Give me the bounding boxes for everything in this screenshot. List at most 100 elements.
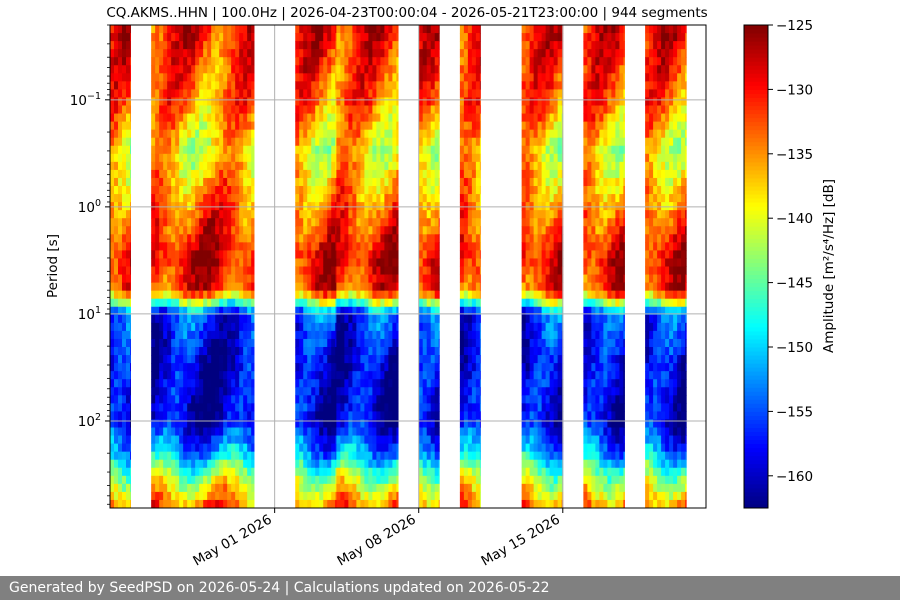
- heatmap-cell: [392, 153, 397, 163]
- heatmap-cell: [175, 435, 180, 444]
- heatmap-cell: [319, 194, 324, 203]
- heatmap-cell: [151, 129, 156, 139]
- heatmap-cell: [315, 81, 320, 90]
- heatmap-cell: [549, 355, 555, 364]
- heatmap-cell: [114, 81, 119, 90]
- heatmap-cell: [159, 403, 164, 412]
- heatmap-cell: [151, 419, 156, 428]
- heatmap-cell: [529, 202, 535, 211]
- heatmap-cell: [521, 282, 527, 292]
- heatmap-cell: [471, 49, 477, 58]
- heatmap-cell: [557, 427, 563, 436]
- heatmap-cell: [348, 403, 353, 412]
- heatmap-cell: [231, 89, 236, 98]
- heatmap-cell: [175, 379, 180, 388]
- heatmap-cell: [122, 129, 127, 139]
- heatmap-cell: [191, 467, 196, 477]
- heatmap-cell: [223, 314, 228, 324]
- heatmap-cell: [167, 105, 172, 114]
- heatmap-cell: [368, 491, 373, 501]
- heatmap-cell: [219, 403, 224, 412]
- heatmap-cell: [239, 194, 244, 203]
- heatmap-cell: [340, 25, 345, 34]
- heatmap-cell: [311, 65, 316, 74]
- heatmap-cell: [475, 186, 481, 195]
- heatmap-cell: [463, 371, 469, 380]
- heatmap-cell: [295, 258, 300, 267]
- heatmap-cell: [227, 347, 232, 356]
- heatmap-cell: [203, 113, 208, 122]
- heatmap-cell: [118, 105, 123, 114]
- heatmap-cell: [243, 210, 248, 219]
- heatmap-cell: [235, 274, 240, 283]
- heatmap-cell: [171, 483, 176, 493]
- heatmap-cell: [239, 322, 244, 332]
- heatmap-cell: [239, 483, 244, 493]
- heatmap-cell: [183, 435, 188, 444]
- heatmap-cell: [207, 483, 212, 493]
- heatmap-cell: [376, 145, 381, 155]
- heatmap-cell: [384, 226, 389, 235]
- heatmap-cell: [191, 41, 196, 50]
- heatmap-cell: [175, 145, 180, 155]
- heatmap-cell: [479, 306, 481, 316]
- heatmap-cell: [163, 363, 168, 372]
- heatmap-cell: [187, 161, 192, 171]
- heatmap-cell: [467, 491, 473, 501]
- heatmap-cell: [159, 314, 164, 324]
- heatmap-cell: [303, 250, 308, 259]
- heatmap-cell: [187, 338, 192, 348]
- heatmap-cell: [463, 467, 469, 477]
- heatmap-cell: [195, 218, 200, 227]
- heatmap-cell: [151, 161, 156, 171]
- heatmap-cell: [557, 274, 563, 283]
- heatmap-cell: [380, 314, 385, 324]
- heatmap-cell: [319, 467, 324, 477]
- heatmap-cell: [426, 177, 432, 187]
- heatmap-cell: [199, 210, 204, 219]
- heatmap-cell: [529, 113, 535, 122]
- heatmap-cell: [356, 338, 361, 348]
- heatmap-cell: [335, 467, 337, 477]
- heatmap-cell: [360, 137, 365, 147]
- heatmap-cell: [251, 483, 255, 493]
- heatmap-cell: [179, 169, 184, 179]
- heatmap-cell: [360, 459, 365, 469]
- heatmap-cell: [380, 483, 385, 493]
- heatmap-cell: [303, 73, 308, 82]
- heatmap-cell: [163, 65, 168, 74]
- heatmap-cell: [122, 419, 127, 428]
- heatmap-cell: [215, 338, 220, 348]
- heatmap-cell: [187, 306, 192, 316]
- heatmap-cell: [525, 49, 531, 58]
- heatmap-cell: [396, 491, 399, 501]
- heatmap-cell: [340, 202, 345, 211]
- heatmap-cell: [533, 186, 539, 195]
- heatmap-cell: [471, 218, 477, 227]
- heatmap-cell: [438, 443, 440, 453]
- heatmap-cell: [335, 330, 337, 340]
- heatmap-cell: [231, 218, 236, 227]
- heatmap-cell: [315, 121, 320, 131]
- heatmap-cell: [372, 483, 377, 493]
- heatmap-cell: [211, 105, 216, 114]
- heatmap-cell: [155, 282, 160, 292]
- heatmap-cell: [118, 491, 123, 501]
- heatmap-cell: [179, 234, 184, 243]
- heatmap-cell: [311, 137, 316, 147]
- heatmap-cell: [368, 41, 373, 50]
- heatmap-cell: [521, 338, 527, 348]
- heatmap-cell: [118, 194, 123, 203]
- heatmap-cell: [167, 113, 172, 122]
- heatmap-cell: [315, 483, 320, 493]
- heatmap-cell: [426, 322, 432, 332]
- heatmap-cell: [327, 459, 332, 469]
- heatmap-cell: [315, 379, 320, 388]
- heatmap-cell: [396, 97, 399, 106]
- heatmap-cell: [336, 218, 341, 227]
- heatmap-cell: [364, 234, 369, 243]
- heatmap-cell: [175, 411, 180, 420]
- heatmap-cell: [525, 306, 531, 316]
- heatmap-cell: [211, 145, 216, 155]
- heatmap-cell: [130, 258, 131, 267]
